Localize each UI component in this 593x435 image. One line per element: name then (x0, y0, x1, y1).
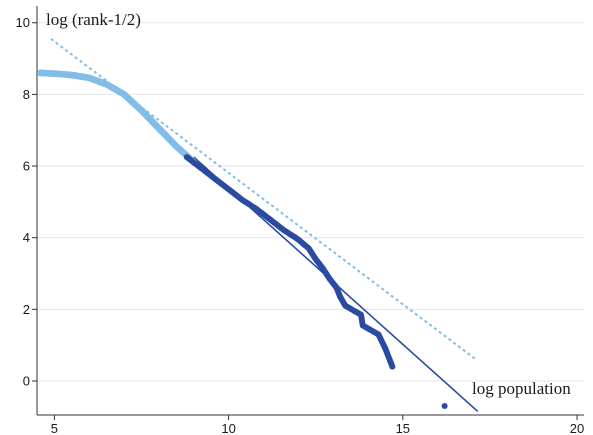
grid-lines (37, 22, 584, 382)
y-tick-label: 10 (16, 15, 30, 30)
dashed-fit-line (50, 38, 477, 361)
y-tick-label: 2 (23, 302, 30, 317)
x-axis-title: log population (472, 379, 571, 398)
y-tick-label: 6 (23, 159, 30, 174)
data-point (441, 403, 448, 410)
x-tick-label: 15 (396, 421, 410, 435)
y-axis-title: log (rank-1/2) (46, 10, 141, 29)
y-tick-label: 8 (23, 87, 30, 102)
data-point (389, 363, 396, 370)
x-tick-label: 10 (221, 421, 235, 435)
x-tick-label: 20 (570, 421, 584, 435)
x-tick-label: 5 (51, 421, 58, 435)
y-tick-label: 0 (23, 373, 30, 388)
data-points (37, 69, 448, 410)
axes: 0 2 4 6 8 10 5 10 15 20 (16, 6, 584, 435)
y-tick-label: 4 (23, 230, 30, 245)
